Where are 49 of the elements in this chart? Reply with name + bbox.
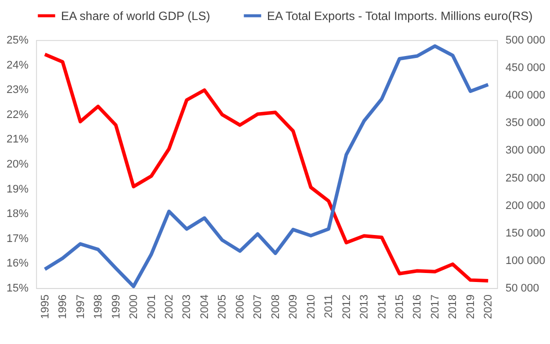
y-tick-label: 18% xyxy=(6,208,29,220)
x-tick-label: 2007 xyxy=(252,294,264,319)
y2-tick-label: 450 000 xyxy=(506,62,546,74)
x-tick-label: 2004 xyxy=(198,294,211,319)
x-tick-label: 1997 xyxy=(74,294,87,319)
y2-tick-label: 50 000 xyxy=(506,282,540,294)
x-tick-label: 2015 xyxy=(394,294,406,319)
legend-label: EA share of world GDP (LS) xyxy=(61,8,210,23)
x-tick-label: 1999 xyxy=(110,294,122,319)
x-tick-label: 2010 xyxy=(305,294,318,319)
x-tick-label: 1995 xyxy=(39,294,52,319)
y-tick-label: 21% xyxy=(6,134,29,146)
y2-tick-label: 250 000 xyxy=(506,172,546,184)
x-tick-label: 2000 xyxy=(128,294,140,319)
x-tick-label: 2011 xyxy=(323,294,336,318)
y2-tick-label: 400 000 xyxy=(506,90,546,102)
y-tick-label: 25% xyxy=(6,34,29,46)
y2-tick-label: 150 000 xyxy=(506,227,546,240)
y-tick-label: 19% xyxy=(6,183,29,196)
y2-tick-label: 300 000 xyxy=(506,144,546,157)
x-tick-label: 2020 xyxy=(482,294,495,319)
x-tick-label: 2016 xyxy=(412,294,424,319)
x-tick-label: 2002 xyxy=(163,294,176,319)
y2-tick-label: 100 000 xyxy=(506,254,546,267)
y2-tick-label: 200 000 xyxy=(506,200,546,212)
x-tick-label: 2005 xyxy=(216,294,229,319)
x-tick-label: 1998 xyxy=(92,294,105,319)
x-tick-label: 2014 xyxy=(376,294,388,319)
x-tick-label: 1996 xyxy=(57,294,70,319)
y-tick-label: 15% xyxy=(6,282,29,294)
x-tick-label: 2018 xyxy=(447,294,460,319)
y-tick-label: 22% xyxy=(6,108,29,121)
x-tick-label: 2006 xyxy=(234,294,246,319)
y-tick-label: 17% xyxy=(6,232,29,245)
y-tick-label: 24% xyxy=(6,59,29,72)
x-tick-label: 2012 xyxy=(340,294,353,319)
x-tick-label: 2017 xyxy=(429,294,442,319)
y-tick-label: 20% xyxy=(6,158,29,170)
y-tick-label: 16% xyxy=(6,258,29,270)
x-tick-label: 2008 xyxy=(270,294,282,319)
x-tick-label: 2003 xyxy=(181,294,194,319)
y2-tick-label: 500 000 xyxy=(506,34,546,46)
x-tick-label: 2013 xyxy=(358,294,371,319)
x-tick-label: 2019 xyxy=(464,294,477,319)
y-tick-label: 23% xyxy=(6,84,29,96)
x-tick-label: 2001 xyxy=(146,294,158,319)
x-tick-label: 2009 xyxy=(288,294,300,319)
legend-label: EA Total Exports - Total Imports. Millions euro(RS) xyxy=(267,8,533,23)
y2-tick-label: 350 000 xyxy=(506,117,546,130)
